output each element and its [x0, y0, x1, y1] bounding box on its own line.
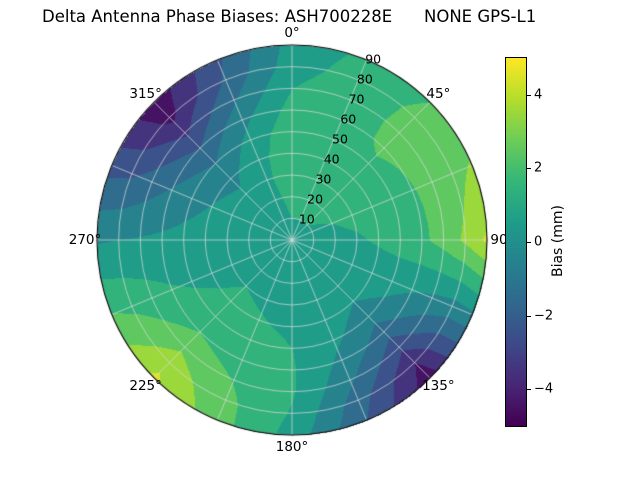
colorbar-tick-mark	[527, 94, 531, 96]
angle-tick-label: 315°	[129, 85, 162, 102]
colorbar-tick-mark	[527, 242, 531, 243]
angle-tick-label: 45°	[426, 85, 451, 102]
colorbar-tick-mark	[527, 389, 531, 391]
colorbar-label: Bias (mm)	[550, 204, 566, 278]
radial-tick-label: 10	[298, 211, 315, 227]
radial-tick-label: 50	[332, 131, 348, 147]
colorbar-gradient	[506, 58, 526, 426]
radial-tick-label: 90	[365, 51, 382, 67]
angle-tick-label: 0°	[284, 25, 300, 41]
angle-tick-label: 180°	[275, 439, 309, 455]
colorbar-tick-label: −4	[534, 381, 554, 397]
angle-tick-label: 225°	[129, 378, 162, 395]
angle-tick-label: 270°	[68, 232, 102, 248]
colorbar-tick-mark	[527, 315, 531, 317]
radial-tick-label: 60	[340, 111, 357, 127]
radial-tick-label: 30	[315, 171, 332, 187]
colorbar-tick-label: −2	[534, 308, 554, 324]
radial-tick-label: 20	[307, 191, 324, 207]
angle-tick-label: 90	[490, 232, 508, 248]
radial-tick-label: 70	[348, 91, 365, 107]
angle-tick-label: 135°	[422, 378, 455, 395]
colorbar	[505, 57, 527, 427]
radial-tick-label: 80	[356, 71, 373, 87]
colorbar-tick-label: 4	[534, 87, 543, 103]
colorbar-tick-label: 2	[534, 160, 543, 176]
colorbar-tick-mark	[527, 168, 531, 170]
colorbar-tick-label: 0	[534, 234, 543, 250]
radial-tick-label: 40	[323, 151, 340, 167]
